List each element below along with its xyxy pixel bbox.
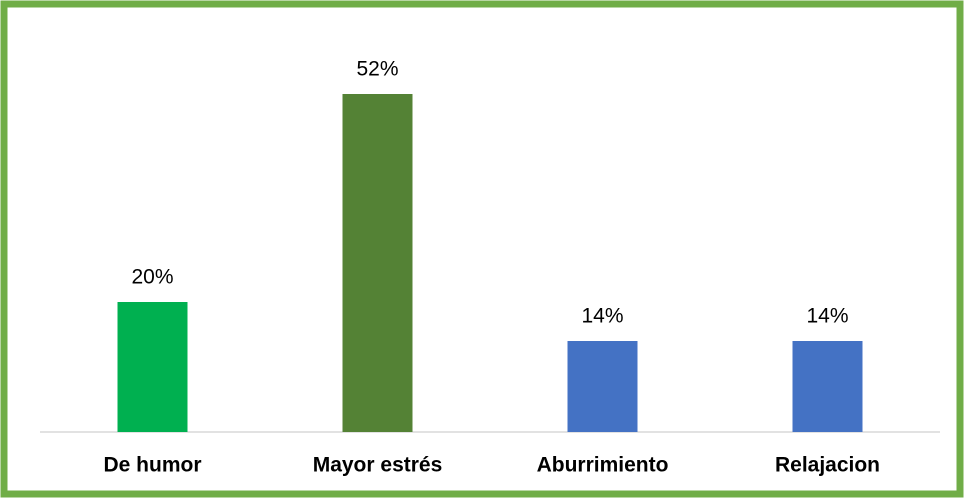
bar — [792, 341, 863, 432]
x-tick-label: Mayor estrés — [313, 454, 443, 477]
value-label: 20% — [131, 266, 173, 289]
x-tick-label: De humor — [103, 454, 201, 477]
bar — [342, 94, 413, 432]
value-label: 14% — [806, 305, 848, 328]
bar — [567, 341, 638, 432]
x-tick-label: Relajacion — [775, 454, 880, 477]
value-label: 52% — [356, 58, 398, 81]
x-tick-label: Aburrimiento — [537, 454, 669, 477]
bar — [117, 302, 188, 432]
value-label: 14% — [581, 305, 623, 328]
